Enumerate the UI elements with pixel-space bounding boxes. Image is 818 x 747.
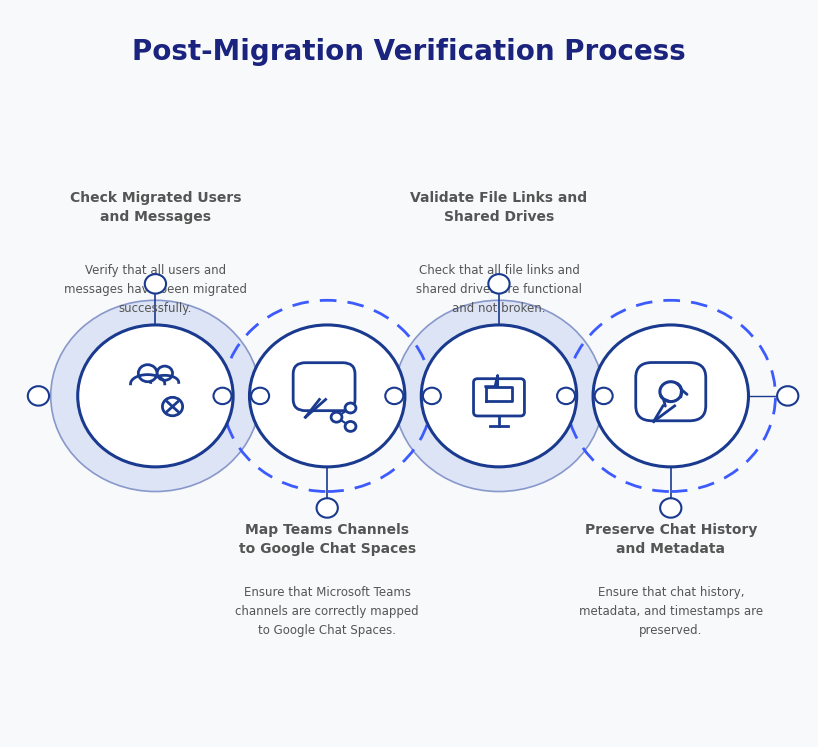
FancyBboxPatch shape	[474, 379, 524, 416]
Text: Verify that all users and
messages have been migrated
successfully.: Verify that all users and messages have …	[64, 264, 247, 314]
Circle shape	[28, 386, 49, 406]
Circle shape	[488, 274, 510, 294]
Circle shape	[251, 388, 269, 404]
Circle shape	[249, 325, 405, 467]
Text: Preserve Chat History
and Metadata: Preserve Chat History and Metadata	[585, 523, 757, 557]
Circle shape	[423, 388, 441, 404]
Circle shape	[51, 300, 260, 492]
Circle shape	[145, 274, 166, 294]
Circle shape	[163, 397, 182, 416]
FancyBboxPatch shape	[293, 363, 355, 411]
Circle shape	[595, 388, 613, 404]
Circle shape	[78, 325, 233, 467]
Circle shape	[213, 388, 231, 404]
Circle shape	[557, 388, 575, 404]
Text: Ensure that Microsoft Teams
channels are correctly mapped
to Google Chat Spaces.: Ensure that Microsoft Teams channels are…	[236, 586, 419, 637]
Text: Post-Migration Verification Process: Post-Migration Verification Process	[133, 38, 685, 66]
Circle shape	[394, 300, 604, 492]
Circle shape	[777, 386, 798, 406]
FancyBboxPatch shape	[636, 362, 706, 421]
Polygon shape	[305, 400, 326, 417]
Text: Check Migrated Users
and Messages: Check Migrated Users and Messages	[70, 190, 241, 224]
Text: Map Teams Channels
to Google Chat Spaces: Map Teams Channels to Google Chat Spaces	[239, 523, 416, 557]
Circle shape	[593, 325, 748, 467]
Circle shape	[385, 388, 403, 404]
Circle shape	[317, 498, 338, 518]
Text: Check that all file links and
shared drives are functional
and not broken.: Check that all file links and shared dri…	[416, 264, 582, 314]
Circle shape	[421, 325, 577, 467]
Text: Ensure that chat history,
metadata, and timestamps are
preserved.: Ensure that chat history, metadata, and …	[578, 586, 763, 637]
Polygon shape	[654, 406, 675, 421]
Circle shape	[345, 421, 356, 432]
Circle shape	[138, 365, 157, 382]
Circle shape	[345, 403, 356, 413]
Circle shape	[660, 498, 681, 518]
Circle shape	[331, 412, 342, 422]
Text: Validate File Links and
Shared Drives: Validate File Links and Shared Drives	[411, 190, 587, 224]
